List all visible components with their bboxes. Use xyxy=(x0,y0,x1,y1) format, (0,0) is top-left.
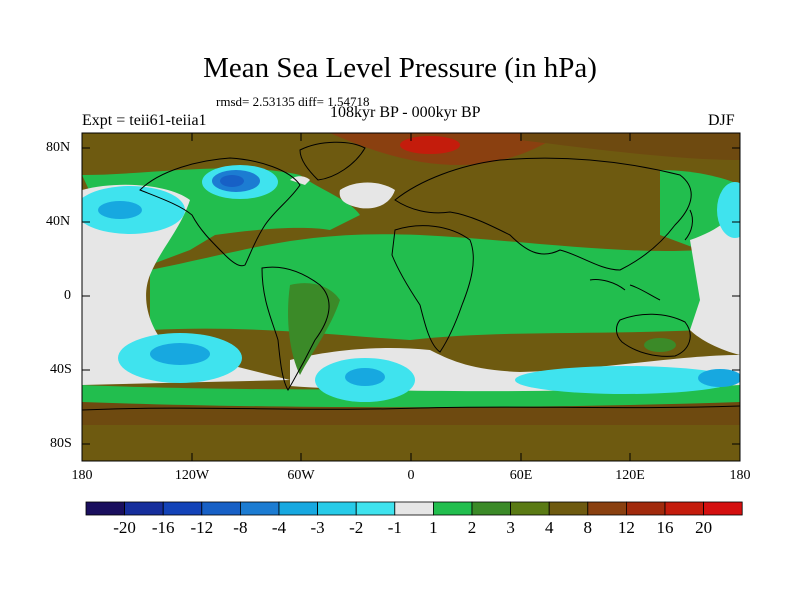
coastlines xyxy=(82,141,740,411)
colorbar-label: 20 xyxy=(695,518,713,537)
colorbar-box xyxy=(432,501,473,516)
lat-label: 40S xyxy=(50,362,72,377)
colorbar-box xyxy=(317,501,357,516)
colorbar-box xyxy=(626,501,666,516)
colorbar-box xyxy=(201,501,241,516)
map-title: Mean Sea Level Pressure (in hPa) xyxy=(203,52,597,84)
colorbar-box xyxy=(703,501,743,516)
colorbar xyxy=(85,501,743,516)
stats-text: rmsd= 2.53135 diff= 1.54718 xyxy=(216,94,370,109)
lon-label: 0 xyxy=(407,468,415,483)
colorbar-box xyxy=(355,501,396,516)
colorbar-label: -16 xyxy=(151,518,175,537)
colorbar-label: -4 xyxy=(271,518,287,537)
experiment-label: Expt = teii61-teiia1 xyxy=(82,112,207,129)
colorbar-label: -3 xyxy=(310,518,325,537)
colorbar-label: 16 xyxy=(656,518,674,537)
colorbar-box xyxy=(510,501,550,516)
colorbar-box xyxy=(548,501,589,516)
lat-label: 80S xyxy=(50,436,72,451)
colorbar-label: 12 xyxy=(617,518,635,537)
colorbar-label: -1 xyxy=(387,518,402,537)
colorbar-box xyxy=(124,501,164,516)
lat-ticks xyxy=(82,147,740,445)
lon-label: 180 xyxy=(729,468,751,483)
colorbar-box xyxy=(394,501,434,516)
colorbar-label: -2 xyxy=(349,518,364,537)
colorbar-label: 4 xyxy=(544,518,554,537)
colorbar-label: 1 xyxy=(429,518,438,537)
colorbar-label: -12 xyxy=(190,518,214,537)
lat-label: 80N xyxy=(46,140,71,155)
colorbar-box xyxy=(162,501,203,516)
colorbar-box xyxy=(471,501,511,516)
lon-label: 180 xyxy=(71,468,93,483)
colorbar-label: 2 xyxy=(467,518,477,537)
lon-ticks xyxy=(81,133,631,461)
period-label: 108kyr BP - 000kyr BP xyxy=(330,104,481,121)
lon-label: 60E xyxy=(509,468,533,483)
colorbar-box xyxy=(664,501,704,516)
lat-label: 0 xyxy=(64,288,71,303)
pressure-field xyxy=(82,133,740,461)
season-label: DJF xyxy=(708,112,735,129)
colorbar-box xyxy=(239,501,280,516)
colorbar-box xyxy=(587,501,627,516)
colorbar-label: 3 xyxy=(506,518,515,537)
lon-label: 120W xyxy=(174,468,210,483)
lon-label: 60W xyxy=(287,468,315,483)
colorbar-label: -20 xyxy=(113,518,136,537)
lon-label: 120E xyxy=(615,468,645,483)
colorbar-label: -8 xyxy=(233,518,248,537)
colorbar-box xyxy=(85,501,125,516)
lat-label: 40N xyxy=(46,214,71,229)
colorbar-box xyxy=(278,501,318,516)
colorbar-label: 8 xyxy=(583,518,593,537)
